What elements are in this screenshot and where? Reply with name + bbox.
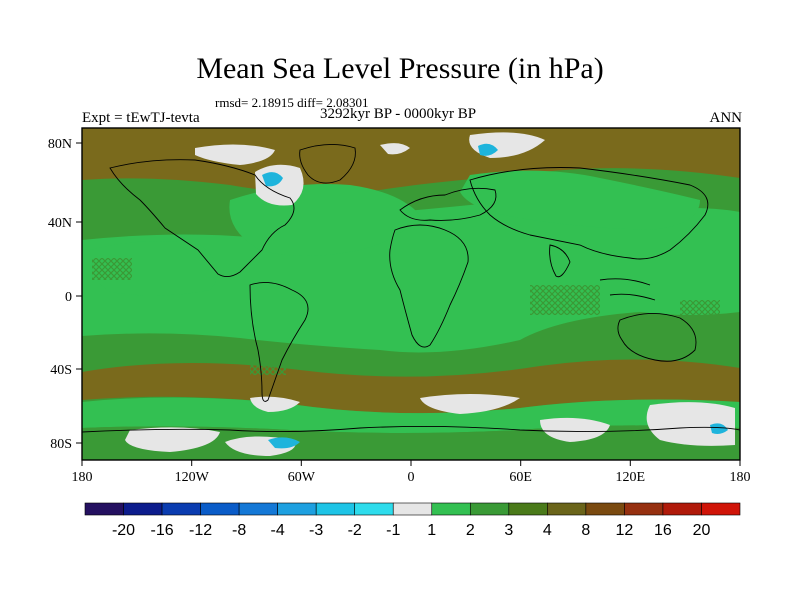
colorbar-swatch [162,503,201,515]
colorbar-swatch [355,503,394,515]
lat-tick-label: 0 [65,290,72,305]
lon-tick-label: 120E [616,470,646,485]
colorbar-label: 4 [543,522,552,539]
colorbar-label: 20 [693,522,711,539]
colorbar-label: -1 [386,522,400,539]
colorbar-swatch [663,503,702,515]
colorbar-swatch [278,503,317,515]
pressure-field [82,128,740,460]
lat-tick-label: 80N [48,137,72,152]
colorbar-label: 1 [427,522,436,539]
lon-tick-label: 120W [175,470,210,485]
colorbar-swatch [432,503,471,515]
colorbar-label: -4 [271,522,285,539]
lon-tick-label: 180 [72,470,93,485]
colorbar-label: 12 [616,522,634,539]
colorbar-label: -8 [232,522,246,539]
colorbar-swatch [316,503,355,515]
lat-tick-label: 40S [50,363,72,378]
colorbar-swatch [624,503,663,515]
colorbar-swatch [85,503,124,515]
colorbar-swatch [239,503,278,515]
colorbar-label: 3 [504,522,513,539]
colorbar-swatch [701,503,740,515]
colorbar-swatch [393,503,432,515]
colorbar-label: -20 [112,522,135,539]
lon-tick-label: 0 [408,470,415,485]
lat-tick-label: 40N [48,216,72,231]
colorbar-labels: -20 -16 -12 -8 -4 -3 -2 -1 1 2 3 4 8 12 16 20 [112,522,711,539]
colorbar-label: -3 [309,522,323,539]
lon-tick-label: 60W [288,470,316,485]
colorbar [85,503,740,515]
colorbar-label: 2 [466,522,475,539]
colorbar-label: 8 [581,522,590,539]
colorbar-swatch [586,503,625,515]
colorbar-swatch [124,503,163,515]
colorbar-swatch [547,503,586,515]
colorbar-label: -12 [189,522,212,539]
colorbar-label: -2 [348,522,362,539]
colorbar-label: 16 [654,522,672,539]
lon-tick-label: 180 [730,470,751,485]
lat-tick-label: 80S [50,437,72,452]
colorbar-swatch [201,503,240,515]
colorbar-label: -16 [150,522,173,539]
lon-tick-label: 60E [509,470,532,485]
colorbar-swatch [470,503,509,515]
colorbar-swatch [509,503,548,515]
